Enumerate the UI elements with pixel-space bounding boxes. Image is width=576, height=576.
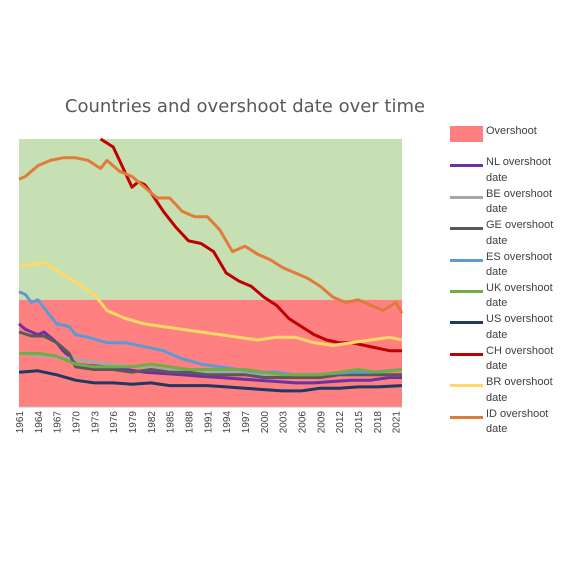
x-tick-label: 1988 — [185, 411, 196, 434]
legend-item: ES overshoot date — [450, 248, 570, 279]
legend-label: Overshoot — [486, 125, 537, 137]
x-tick-label: 1967 — [53, 411, 64, 434]
legend-swatch — [450, 258, 483, 262]
legend-label: BE overshoot date — [486, 187, 553, 216]
x-tick-label: 1997 — [241, 411, 252, 434]
legend-label: GE overshoot date — [486, 219, 554, 247]
series-layer — [18, 137, 404, 393]
x-tick-label: 2009 — [316, 411, 327, 434]
x-tick-label: 1991 — [203, 411, 214, 434]
legend-label: ES overshoot date — [486, 250, 553, 279]
legend-swatch — [450, 195, 483, 199]
x-tick-label: 2006 — [298, 411, 309, 434]
x-tick-label: 2000 — [260, 411, 271, 434]
legend-item: NL overshoot date — [450, 153, 570, 184]
x-tick-label: 1970 — [72, 411, 83, 434]
legend-swatch — [450, 352, 483, 356]
x-tick-label: 2003 — [279, 411, 290, 434]
chart-legend: Overshoot NL overshoot date BE overshoot d… — [450, 122, 570, 436]
legend-swatch — [450, 321, 483, 325]
legend-label: US overshoot date — [486, 313, 553, 341]
x-tick-label: 1973 — [90, 411, 101, 434]
legend-label: CH overshoot date — [486, 344, 554, 373]
legend-item: CH overshoot date — [450, 342, 570, 373]
x-tick-label: 1961 — [15, 411, 26, 434]
legend-swatch — [450, 384, 483, 388]
x-tick-label: 1982 — [147, 411, 158, 434]
legend-item: Overshoot — [450, 122, 570, 153]
legend-label: NL overshoot date — [486, 156, 552, 184]
legend-swatch — [450, 164, 483, 168]
series-line-id — [18, 156, 404, 314]
legend-swatch — [450, 227, 483, 231]
series-line-uk — [19, 351, 403, 377]
legend-item: ID overshoot date — [450, 405, 570, 436]
legend-swatch — [450, 289, 483, 293]
legend-item: UK overshoot date — [450, 279, 570, 310]
legend-swatch — [450, 415, 483, 419]
x-tick-label: 1964 — [34, 411, 45, 434]
x-tick-label: 1979 — [128, 411, 139, 434]
legend-item: BE overshoot date — [450, 185, 570, 216]
x-tick-label: 2015 — [354, 411, 365, 434]
x-tick-label: 2021 — [392, 411, 403, 434]
x-tick-label: 2018 — [373, 411, 384, 434]
chart-title: Countries and overshoot date over time — [64, 96, 426, 117]
x-tick-labels: 1961 1964 1967 1970 1973 1976 1979 1982 1985 1988… — [15, 411, 403, 434]
legend-label: BR overshoot date — [486, 376, 553, 404]
background-band-overshoot — [19, 299, 402, 407]
series-line-nl — [18, 322, 402, 385]
x-tick-label: 2012 — [335, 411, 346, 434]
series-line-us — [18, 369, 403, 393]
legend-label: UK overshoot date — [486, 281, 553, 310]
legend-item: BR overshoot date — [450, 373, 570, 404]
x-tick-label: 1976 — [109, 411, 120, 434]
x-tick-label: 1994 — [222, 411, 233, 434]
legend-swatch — [450, 126, 483, 142]
series-line-br — [19, 260, 403, 347]
legend-label: ID overshoot date — [486, 407, 549, 436]
legend-item: US overshoot date — [450, 310, 570, 341]
x-tick-label: 1985 — [166, 411, 177, 434]
series-line-ge — [18, 330, 402, 379]
legend-item: GE overshoot date — [450, 216, 570, 247]
